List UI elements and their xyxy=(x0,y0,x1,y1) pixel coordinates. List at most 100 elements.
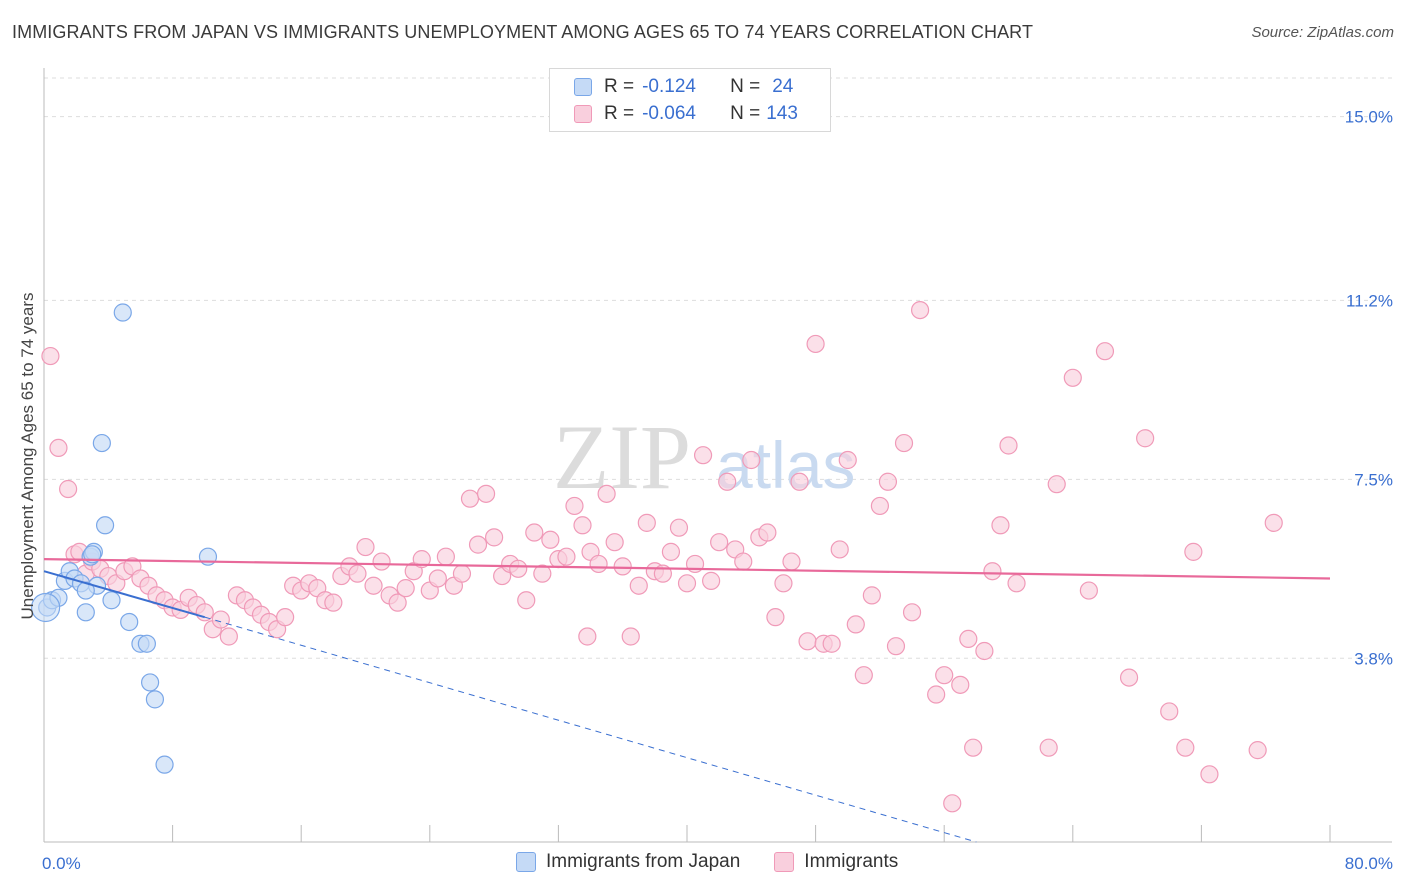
data-point-immigrants xyxy=(975,641,994,661)
data-point-immigrants xyxy=(677,574,697,593)
data-point-japan xyxy=(76,581,95,600)
x-tick-label-min: 0.0% xyxy=(42,854,81,873)
trend-layer xyxy=(43,558,1331,843)
data-point-immigrants xyxy=(1039,738,1058,757)
data-point-immigrants xyxy=(943,794,962,813)
data-point-immigrants xyxy=(613,557,632,576)
data-point-japan xyxy=(95,516,115,535)
data-point-immigrants xyxy=(862,586,881,605)
data-point-immigrants xyxy=(894,433,914,453)
data-point-immigrants xyxy=(959,629,978,649)
data-point-immigrants xyxy=(1160,702,1179,721)
data-point-immigrants xyxy=(718,472,737,491)
legend-swatch-japan xyxy=(574,78,592,96)
data-point-immigrants xyxy=(886,637,906,656)
data-point-immigrants xyxy=(951,675,970,694)
data-point-immigrants xyxy=(1200,765,1219,784)
series-legend-immigrants[interactable]: Immigrants xyxy=(774,851,898,873)
data-point-immigrants xyxy=(49,438,68,458)
data-point-immigrants xyxy=(878,472,898,491)
x-tick-label-max: 80.0% xyxy=(1345,854,1393,873)
data-point-immigrants xyxy=(854,666,873,685)
data-point-immigrants xyxy=(1047,475,1066,494)
data-point-japan xyxy=(137,634,156,653)
y-tick-label: 15.0% xyxy=(1345,108,1393,127)
chart-title: IMMIGRANTS FROM JAPAN VS IMMIGRANTS UNEM… xyxy=(12,22,1034,42)
y-axis-label: Unemployment Among Ages 65 to 74 years xyxy=(18,292,37,620)
data-point-immigrants xyxy=(774,574,793,593)
data-point-immigrants xyxy=(578,627,597,646)
data-point-immigrants xyxy=(1184,542,1203,561)
data-point-immigrants xyxy=(589,554,608,574)
data-point-immigrants xyxy=(669,518,689,537)
source-credit: Source: ZipAtlas.com xyxy=(1251,24,1394,41)
data-point-immigrants xyxy=(597,484,616,503)
data-point-immigrants xyxy=(356,537,375,557)
data-point-immigrants xyxy=(991,516,1010,535)
data-point-immigrants xyxy=(565,496,584,516)
data-point-japan xyxy=(31,592,61,623)
data-point-immigrants xyxy=(468,535,488,554)
series-swatch-japan xyxy=(516,852,536,872)
y-tick-label: 3.8% xyxy=(1354,649,1393,668)
data-point-immigrants xyxy=(902,603,922,622)
grid-layer xyxy=(44,77,1392,659)
data-point-immigrants xyxy=(1079,581,1098,600)
data-point-japan xyxy=(155,755,174,774)
data-point-immigrants xyxy=(396,579,415,598)
data-point-immigrants xyxy=(219,627,238,646)
data-point-immigrants xyxy=(533,564,552,583)
data-point-immigrants xyxy=(428,569,447,588)
data-point-immigrants xyxy=(541,530,560,549)
data-point-immigrants xyxy=(59,479,78,499)
data-point-immigrants xyxy=(476,484,496,503)
data-point-immigrants xyxy=(557,547,576,566)
y-tick-label: 11.2% xyxy=(1346,291,1393,310)
series-legend-japan[interactable]: Immigrants from Japan xyxy=(516,851,740,873)
data-point-immigrants xyxy=(766,608,785,627)
data-point-immigrants xyxy=(525,523,544,542)
data-point-immigrants xyxy=(372,552,391,571)
data-point-japan xyxy=(145,690,165,709)
data-point-immigrants xyxy=(436,547,455,566)
data-point-immigrants xyxy=(983,562,1002,581)
legend-row-immigrants: R = -0.064 N = 143 xyxy=(574,102,798,126)
data-point-immigrants xyxy=(927,685,946,704)
data-point-immigrants xyxy=(388,593,407,612)
data-point-immigrants xyxy=(702,571,721,590)
data-point-immigrants xyxy=(364,576,383,595)
data-point-immigrants xyxy=(1119,668,1139,687)
data-point-immigrants xyxy=(910,301,930,320)
legend-r-label: R = xyxy=(604,103,635,124)
axis-layer xyxy=(43,68,1392,843)
data-point-immigrants xyxy=(1095,342,1115,361)
data-point-immigrants xyxy=(324,593,343,612)
legend-n-value-immigrants: 143 xyxy=(766,103,798,124)
data-point-immigrants xyxy=(1264,513,1283,532)
legend-r-label: R = xyxy=(604,76,635,97)
data-point-immigrants xyxy=(734,552,753,571)
data-point-immigrants xyxy=(798,632,817,651)
data-point-japan xyxy=(140,673,160,692)
data-point-japan xyxy=(76,603,95,622)
correlation-legend: R = -0.124 N = 24 R = -0.064 N = 143 xyxy=(549,68,831,132)
data-point-immigrants xyxy=(1176,738,1195,757)
data-point-immigrants xyxy=(830,540,849,559)
data-point-immigrants xyxy=(629,576,648,595)
data-point-immigrants xyxy=(964,738,983,757)
data-point-immigrants xyxy=(999,436,1018,455)
data-point-immigrants xyxy=(637,513,656,532)
data-point-immigrants xyxy=(621,627,640,646)
data-point-immigrants xyxy=(412,550,431,569)
legend-n-value-japan: 24 xyxy=(772,76,794,97)
tick-label-layer: 3.8% 7.5% 11.2% 15.0% 0.0% 80.0% xyxy=(42,108,1393,873)
legend-r-value-japan: -0.124 xyxy=(642,76,696,97)
legend-row-japan: R = -0.124 N = 24 xyxy=(574,75,793,99)
data-point-immigrants xyxy=(661,542,681,561)
series-legend: Immigrants from Japan Immigrants xyxy=(516,851,932,873)
trendline-immigrants xyxy=(43,558,1331,580)
series-label-japan: Immigrants from Japan xyxy=(546,851,741,872)
data-point-japan xyxy=(83,545,102,564)
data-point-japan xyxy=(120,612,139,632)
